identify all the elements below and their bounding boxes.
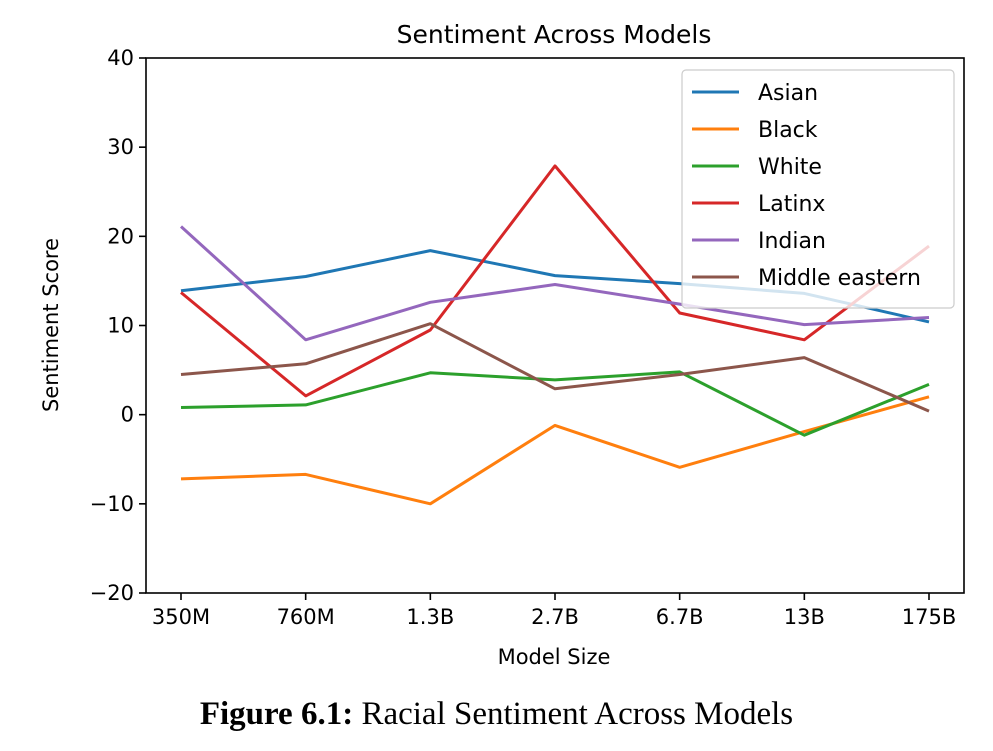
- y-tick-label: 40: [107, 46, 134, 70]
- legend: Asian Black White Latinx Indian Middle easter…: [681, 69, 955, 309]
- caption-text: Racial Sentiment Across Models: [353, 696, 794, 732]
- y-tick-label: 0: [121, 403, 134, 427]
- series-line-middle-eastern: [180, 322, 930, 413]
- figure-label: Figure 6.1:: [199, 696, 354, 732]
- y-tick-label: 30: [107, 135, 134, 159]
- legend-label: Indian: [758, 229, 826, 254]
- x-tick-label: 13B: [784, 605, 825, 629]
- legend-label: Black: [758, 118, 818, 143]
- y-axis: −20 −10 0 10 20 30 40: [90, 46, 146, 605]
- legend-label: Latinx: [758, 192, 825, 217]
- y-tick-label: 20: [107, 224, 134, 248]
- legend-label: Asian: [758, 81, 818, 106]
- y-axis-label: Sentiment Score: [39, 238, 63, 412]
- legend-label: White: [758, 155, 822, 180]
- x-tick-label: 350M: [152, 605, 210, 629]
- x-tick-label: 6.7B: [656, 605, 704, 629]
- x-tick-label: 760M: [277, 605, 335, 629]
- x-axis: 350M 760M 1.3B 2.7B 6.7B 13B 175B: [152, 593, 956, 629]
- x-tick-label: 2.7B: [531, 605, 579, 629]
- y-tick-label: −10: [90, 492, 134, 516]
- figure-caption: Figure 6.1: Racial Sentiment Across Mode…: [0, 696, 993, 733]
- y-tick-label: −20: [90, 581, 134, 605]
- series-line-white: [180, 370, 930, 437]
- series-line-latinx: [180, 164, 930, 398]
- legend-box: [681, 69, 955, 309]
- legend-label: Middle eastern: [758, 266, 921, 291]
- series-line-indian: [179, 225, 930, 342]
- chart-title: Sentiment Across Models: [397, 20, 712, 49]
- y-tick-label: 10: [107, 314, 134, 338]
- x-tick-label: 1.3B: [406, 605, 454, 629]
- series-line-black: [180, 395, 930, 506]
- x-axis-label: Model Size: [498, 645, 611, 669]
- line-chart: Sentiment Across Models 350M 760M 1.3B 2.7B…: [39, 20, 965, 669]
- x-tick-label: 175B: [902, 605, 957, 629]
